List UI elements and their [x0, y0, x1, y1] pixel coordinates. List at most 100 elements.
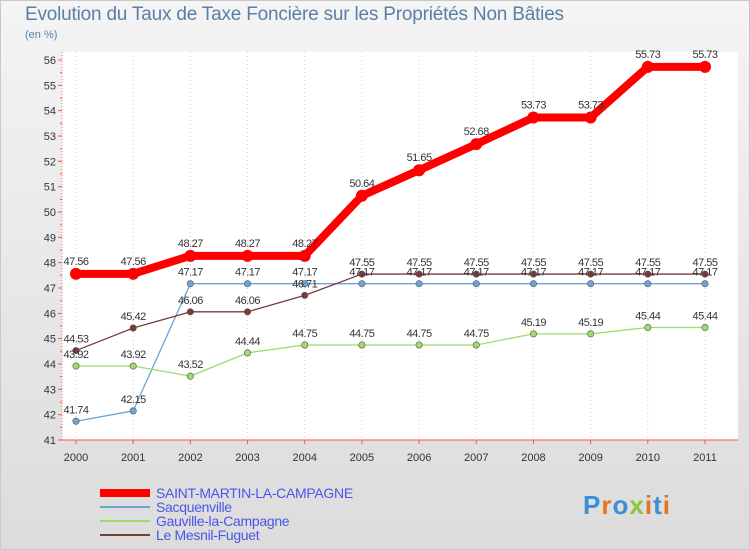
data-point: [241, 249, 254, 262]
x-tick-label: 2003: [235, 452, 259, 464]
data-label: 47.17: [235, 267, 260, 279]
data-point: [529, 330, 537, 338]
data-label: 47.17: [578, 267, 603, 279]
data-point: [358, 341, 366, 349]
data-point: [70, 267, 82, 280]
data-point: [415, 341, 423, 349]
data-label: 47.17: [635, 267, 660, 279]
y-tick-label: 45: [44, 334, 56, 346]
x-tick-label: 2008: [521, 452, 545, 464]
data-point: [301, 291, 309, 299]
x-tick-label: 2010: [636, 452, 660, 464]
legend-swatch: [100, 489, 150, 497]
data-point: [301, 280, 309, 288]
data-label: 53.73: [521, 100, 546, 112]
plot-area: [62, 52, 738, 440]
data-point: [641, 60, 654, 73]
y-tick-label: 41: [44, 435, 56, 447]
data-label: 52.68: [464, 126, 489, 138]
y-tick-label: 53: [44, 131, 56, 143]
y-axis-unit: (en %): [25, 29, 58, 41]
data-label: 48.27: [292, 238, 317, 250]
data-label: 47.17: [292, 267, 317, 279]
y-tick-label: 52: [44, 156, 56, 168]
legend-label: Gauville-la-Campagne: [156, 513, 290, 529]
data-label: 44.44: [235, 336, 260, 348]
data-label: 46.06: [235, 295, 260, 307]
data-label: 55.73: [692, 49, 717, 61]
x-tick-label: 2007: [464, 452, 488, 464]
data-point: [244, 349, 252, 357]
x-tick-label: 2011: [693, 452, 717, 464]
data-point: [72, 362, 80, 370]
y-tick-label: 50: [44, 207, 56, 219]
data-label: 44.75: [464, 328, 489, 340]
data-point: [358, 270, 366, 278]
data-label: 47.55: [464, 257, 489, 269]
data-point: [644, 324, 652, 332]
data-label: 45.44: [635, 311, 660, 323]
data-point: [701, 280, 709, 288]
data-point: [186, 308, 194, 316]
data-point: [415, 280, 423, 288]
data-point: [413, 164, 426, 177]
data-label: 44.75: [349, 328, 374, 340]
x-tick-label: 2005: [350, 452, 374, 464]
chart-title: Evolution du Taux de Taxe Foncière sur l…: [25, 4, 564, 25]
legend-label: Sacquenville: [156, 499, 232, 515]
data-label: 47.17: [464, 267, 489, 279]
data-point: [644, 280, 652, 288]
x-tick-label: 2001: [121, 452, 145, 464]
data-point: [355, 189, 368, 202]
data-point: [127, 267, 140, 280]
data-label: 45.44: [692, 311, 717, 323]
data-label: 47.56: [121, 256, 146, 268]
data-point: [129, 324, 137, 332]
legend-swatch: [100, 520, 150, 522]
data-label: 51.65: [407, 152, 432, 164]
data-label: 46.71: [292, 278, 317, 290]
data-label: 47.17: [521, 267, 546, 279]
data-point: [415, 270, 423, 278]
data-label: 47.55: [578, 257, 603, 269]
data-point: [244, 308, 252, 316]
y-tick-label: 54: [44, 106, 56, 118]
data-label: 50.64: [349, 178, 374, 190]
data-point: [358, 280, 366, 288]
data-label: 44.75: [292, 328, 317, 340]
data-point: [529, 280, 537, 288]
data-label: 48.27: [178, 238, 203, 250]
y-tick-label: 47: [44, 283, 56, 295]
legend-swatch: [100, 506, 150, 508]
data-label: 55.73: [635, 49, 660, 61]
data-point: [472, 270, 480, 278]
data-label: 43.52: [178, 359, 203, 371]
y-tick-label: 49: [44, 232, 56, 244]
y-tick-label: 43: [44, 384, 56, 396]
data-point: [186, 280, 194, 288]
data-point: [472, 341, 480, 349]
data-label: 46.06: [178, 295, 203, 307]
data-label: 48.27: [235, 238, 260, 250]
data-point: [470, 138, 483, 151]
x-tick-label: 2002: [178, 452, 202, 464]
x-tick-label: 2004: [292, 452, 316, 464]
data-point: [72, 347, 80, 355]
series-line: [75, 273, 706, 352]
data-label: 41.74: [63, 404, 88, 416]
data-label: 47.55: [349, 257, 374, 269]
data-point: [527, 111, 540, 124]
data-point: [244, 280, 252, 288]
data-label: 47.55: [635, 257, 660, 269]
series-line: [72, 62, 709, 278]
y-tick-label: 51: [44, 182, 56, 194]
data-label: 47.56: [63, 256, 88, 268]
data-point: [699, 60, 711, 73]
data-label: 44.75: [407, 328, 432, 340]
data-point: [587, 280, 595, 288]
y-tick-label: 44: [44, 359, 56, 371]
data-label: 43.92: [63, 349, 88, 361]
data-point: [129, 362, 137, 370]
data-label: 47.55: [521, 257, 546, 269]
